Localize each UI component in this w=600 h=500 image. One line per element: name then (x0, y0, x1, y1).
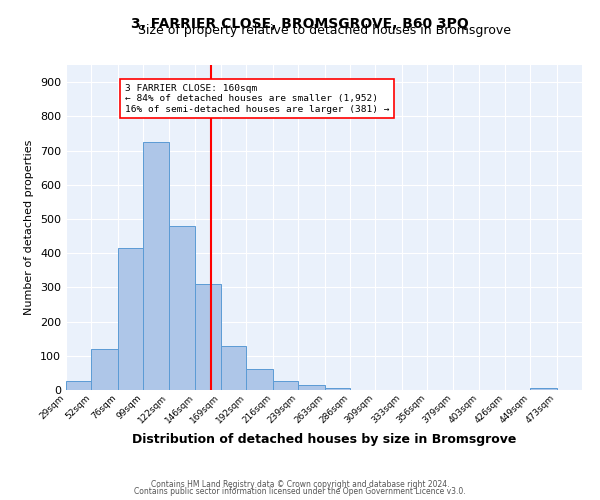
Bar (118, 248, 143, 390)
Bar (530, 388, 557, 390)
Text: Contains public sector information licensed under the Open Government Licence v3: Contains public sector information licen… (134, 487, 466, 496)
Title: Size of property relative to detached houses in Bromsgrove: Size of property relative to detached ho… (137, 24, 511, 38)
Bar (221, 346, 246, 390)
Y-axis label: Number of detached properties: Number of detached properties (25, 140, 34, 315)
X-axis label: Distribution of detached houses by size in Bromsgrove: Distribution of detached houses by size … (132, 433, 516, 446)
Bar (272, 382, 298, 390)
Text: 3, FARRIER CLOSE, BROMSGROVE, B60 3PQ: 3, FARRIER CLOSE, BROMSGROVE, B60 3PQ (131, 18, 469, 32)
Bar (298, 385, 325, 390)
Bar (246, 370, 272, 390)
Bar (66, 382, 91, 390)
Bar (143, 142, 169, 390)
Bar (169, 226, 195, 390)
Bar (195, 284, 221, 390)
Text: Contains HM Land Registry data © Crown copyright and database right 2024.: Contains HM Land Registry data © Crown c… (151, 480, 449, 489)
Bar (325, 388, 350, 390)
Bar (91, 349, 118, 390)
Text: 3 FARRIER CLOSE: 160sqm
← 84% of detached houses are smaller (1,952)
16% of semi: 3 FARRIER CLOSE: 160sqm ← 84% of detache… (125, 84, 389, 114)
